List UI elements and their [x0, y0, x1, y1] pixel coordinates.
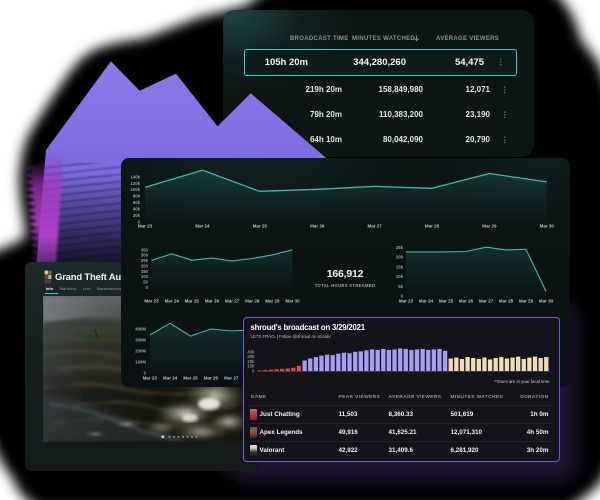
svg-text:100M: 100M — [135, 359, 146, 364]
svg-text:50: 50 — [143, 280, 148, 285]
svg-text:25k: 25k — [396, 245, 404, 250]
svg-text:40k: 40k — [247, 349, 255, 354]
svg-text:Mar 24: Mar 24 — [419, 299, 434, 304]
svg-text:Mar 29: Mar 29 — [265, 299, 280, 304]
svg-text:100: 100 — [141, 274, 149, 279]
svg-text:Mar 30: Mar 30 — [285, 299, 300, 304]
svg-text:Mar 28: Mar 28 — [425, 224, 440, 229]
svg-text:Mar 25: Mar 25 — [185, 299, 200, 304]
svg-text:Mar 26: Mar 26 — [459, 299, 474, 304]
svg-text:200M: 200M — [135, 348, 146, 353]
svg-text:Mar 25: Mar 25 — [439, 299, 454, 304]
svg-text:0: 0 — [146, 285, 149, 290]
svg-text:Mar 23: Mar 23 — [143, 376, 158, 381]
svg-text:15k: 15k — [396, 264, 404, 269]
svg-text:150: 150 — [141, 269, 149, 274]
svg-text:Mar 23: Mar 23 — [144, 299, 159, 304]
svg-text:120k: 120k — [130, 181, 140, 186]
svg-text:10k: 10k — [396, 274, 404, 279]
svg-text:Mar 24: Mar 24 — [195, 224, 210, 229]
svg-text:0: 0 — [252, 369, 255, 374]
svg-text:80k: 80k — [133, 194, 141, 199]
svg-text:30k: 30k — [247, 354, 255, 359]
svg-text:10k: 10k — [247, 364, 255, 369]
svg-text:100k: 100k — [130, 187, 140, 192]
svg-text:200: 200 — [141, 263, 149, 268]
svg-text:400M: 400M — [135, 327, 146, 332]
svg-text:Mar 26: Mar 26 — [310, 224, 325, 229]
svg-text:300: 300 — [141, 253, 149, 258]
svg-text:Mar 23: Mar 23 — [138, 224, 153, 229]
svg-text:20k: 20k — [247, 359, 255, 364]
svg-text:Mar 27: Mar 27 — [224, 376, 239, 381]
svg-text:Mar 25: Mar 25 — [253, 224, 268, 229]
svg-text:0: 0 — [144, 370, 147, 375]
svg-text:20k: 20k — [133, 213, 141, 218]
svg-text:300M: 300M — [135, 338, 146, 343]
svg-text:Mar 28: Mar 28 — [245, 299, 260, 304]
svg-text:Mar 29: Mar 29 — [519, 299, 534, 304]
svg-text:Mar 27: Mar 27 — [225, 299, 240, 304]
svg-text:Mar 27: Mar 27 — [479, 299, 494, 304]
svg-text:5k: 5k — [398, 284, 403, 289]
svg-text:40k: 40k — [133, 207, 141, 212]
svg-text:0: 0 — [401, 294, 404, 299]
svg-text:Mar 24: Mar 24 — [163, 376, 178, 381]
svg-text:Mar 24: Mar 24 — [165, 299, 180, 304]
svg-text:Mar 26: Mar 26 — [205, 299, 220, 304]
svg-text:350: 350 — [141, 247, 149, 252]
svg-text:Mar 29: Mar 29 — [482, 224, 497, 229]
svg-text:250: 250 — [141, 258, 149, 263]
svg-text:0: 0 — [138, 220, 141, 225]
svg-text:Mar 26: Mar 26 — [204, 376, 219, 381]
svg-text:20k: 20k — [396, 255, 404, 260]
svg-text:Mar 23: Mar 23 — [399, 299, 414, 304]
svg-text:Mar 28: Mar 28 — [499, 299, 514, 304]
svg-text:140k: 140k — [130, 174, 140, 179]
svg-text:Mar 27: Mar 27 — [367, 224, 382, 229]
svg-text:Mar 25: Mar 25 — [183, 376, 198, 381]
svg-text:60k: 60k — [133, 200, 141, 205]
svg-text:Mar 30: Mar 30 — [539, 299, 554, 304]
svg-text:Mar 30: Mar 30 — [540, 224, 555, 229]
